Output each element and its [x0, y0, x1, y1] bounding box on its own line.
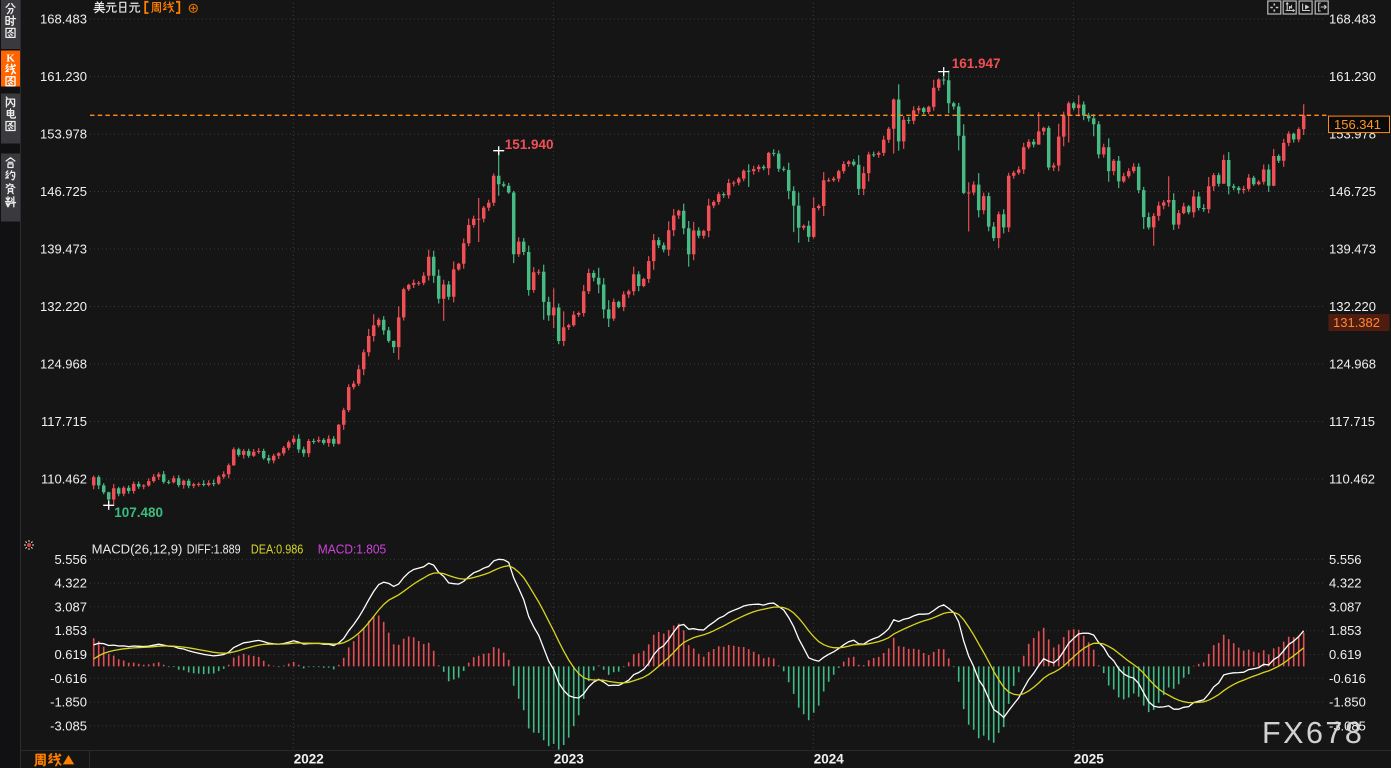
- svg-text:156.341: 156.341: [1334, 117, 1381, 132]
- svg-text:146.725: 146.725: [40, 184, 87, 199]
- svg-text:117.715: 117.715: [1329, 414, 1375, 429]
- svg-text:DIFF:1.889: DIFF:1.889: [187, 541, 241, 556]
- svg-text:124.968: 124.968: [1329, 357, 1376, 372]
- svg-text:2024: 2024: [814, 751, 845, 766]
- svg-text:K: K: [6, 52, 15, 64]
- svg-text:DEA:0.986: DEA:0.986: [251, 541, 303, 556]
- svg-text:110.462: 110.462: [41, 472, 87, 487]
- svg-text:161.230: 161.230: [40, 69, 87, 84]
- svg-text:107.480: 107.480: [114, 505, 163, 520]
- svg-text:151.940: 151.940: [505, 137, 554, 152]
- svg-text:161.947: 161.947: [952, 56, 1001, 71]
- svg-text:-3.085: -3.085: [50, 718, 87, 733]
- svg-text:168.483: 168.483: [1329, 12, 1376, 27]
- svg-text:-1.850: -1.850: [1329, 695, 1366, 710]
- svg-text:-3.085: -3.085: [1329, 718, 1366, 733]
- svg-text:131.382: 131.382: [1333, 315, 1380, 330]
- svg-text:4.322: 4.322: [1329, 576, 1362, 591]
- svg-text:4.322: 4.322: [54, 576, 87, 591]
- svg-text:MACD:1.805: MACD:1.805: [318, 541, 386, 556]
- svg-text:1.853: 1.853: [54, 623, 87, 638]
- svg-text:1.853: 1.853: [1329, 623, 1362, 638]
- svg-text:2023: 2023: [554, 751, 585, 766]
- svg-text:MACD(26,12,9): MACD(26,12,9): [92, 541, 183, 556]
- svg-text:0.619: 0.619: [1329, 647, 1362, 662]
- svg-text:2025: 2025: [1074, 751, 1105, 766]
- svg-text:117.715: 117.715: [41, 414, 87, 429]
- svg-text:132.220: 132.220: [40, 299, 87, 314]
- svg-text:146.725: 146.725: [1329, 184, 1376, 199]
- svg-text:153.978: 153.978: [40, 127, 87, 142]
- svg-text:5.556: 5.556: [54, 552, 87, 567]
- svg-text:-0.616: -0.616: [1329, 671, 1366, 686]
- svg-text:110.462: 110.462: [1329, 472, 1375, 487]
- svg-text:-0.616: -0.616: [50, 671, 87, 686]
- svg-text:124.968: 124.968: [40, 357, 87, 372]
- svg-text:132.220: 132.220: [1329, 299, 1376, 314]
- svg-text:168.483: 168.483: [40, 12, 87, 27]
- svg-text:161.230: 161.230: [1329, 69, 1376, 84]
- svg-text:139.473: 139.473: [1329, 242, 1376, 257]
- svg-text:139.473: 139.473: [40, 242, 87, 257]
- svg-text:3.087: 3.087: [54, 599, 87, 614]
- svg-text:2022: 2022: [294, 751, 324, 766]
- svg-text:5.556: 5.556: [1329, 552, 1362, 567]
- svg-text:0.619: 0.619: [54, 647, 87, 662]
- svg-text:FX678: FX678: [1262, 716, 1364, 750]
- svg-text:3.087: 3.087: [1329, 599, 1362, 614]
- svg-text:-1.850: -1.850: [50, 695, 87, 710]
